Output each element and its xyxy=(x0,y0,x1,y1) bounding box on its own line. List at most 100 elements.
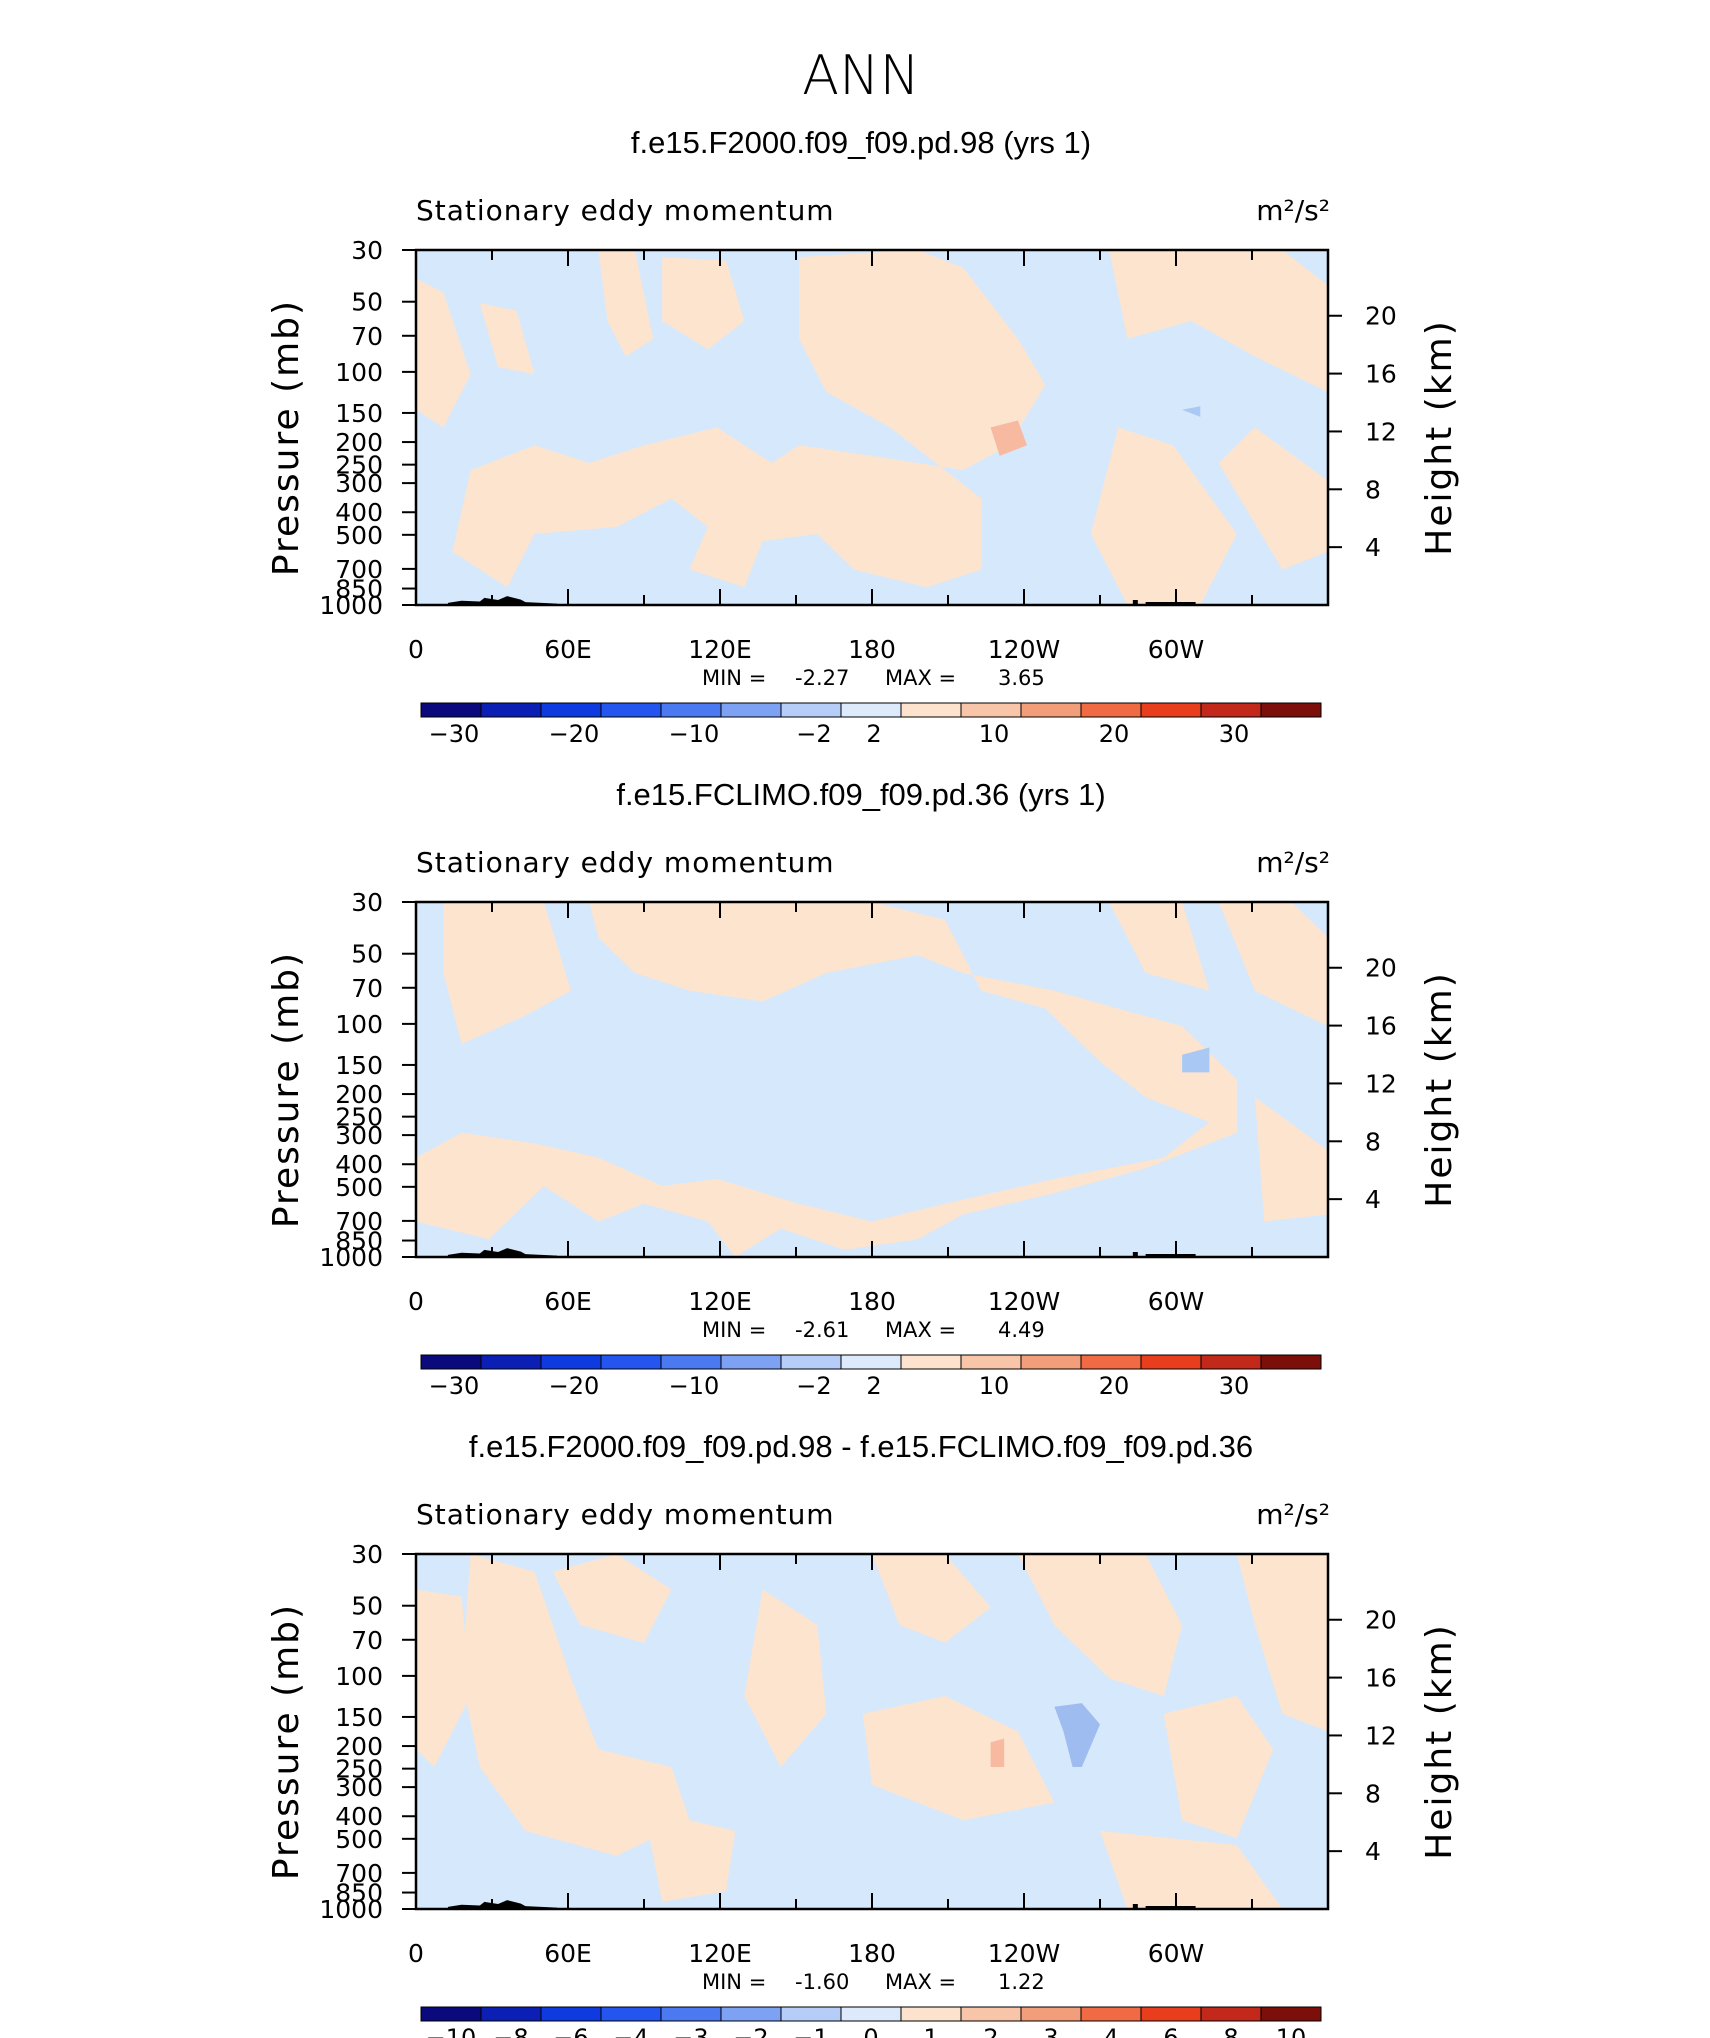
contour-region xyxy=(416,278,471,428)
y-tick-label: 300 xyxy=(335,469,383,498)
colorbar-label: −20 xyxy=(549,720,600,748)
terrain-mask xyxy=(447,596,558,605)
y-tick-label: 300 xyxy=(335,1773,383,1802)
y-tick-label: 70 xyxy=(351,974,383,1003)
y-tick-label: 300 xyxy=(335,1121,383,1150)
units-label: m²/s² xyxy=(1256,194,1330,227)
contour-region xyxy=(990,420,1027,456)
x-tick-label: 120E xyxy=(688,1939,752,1968)
colorbar-box xyxy=(660,2006,722,2022)
colorbar-label: 20 xyxy=(1099,720,1130,748)
colorbar-box xyxy=(660,1354,722,1370)
y-tick-label: 250 xyxy=(335,1755,383,1784)
y-tick-label: 150 xyxy=(335,399,383,428)
colorbar-box xyxy=(1200,2006,1262,2022)
colorbar-label: 20 xyxy=(1099,1372,1130,1400)
y-tick-label: 150 xyxy=(335,1051,383,1080)
y-tick-label: 30 xyxy=(351,236,383,265)
x-tick-label: 180 xyxy=(848,1287,896,1316)
y-tick-label: 150 xyxy=(335,1703,383,1732)
y-tick-label: 100 xyxy=(335,358,383,387)
colorbar-box xyxy=(900,1354,962,1370)
y-tick-label: 700 xyxy=(335,1859,383,1888)
colorbar-label: −2 xyxy=(733,2024,768,2038)
contour-region xyxy=(662,257,745,350)
contour-region xyxy=(1054,1703,1100,1767)
contour-region xyxy=(644,1809,736,1902)
colorbar-box xyxy=(780,1354,842,1370)
colorbar-label: −2 xyxy=(796,1372,831,1400)
terrain-mask xyxy=(1145,1254,1196,1257)
y-tick-label: 850 xyxy=(335,575,383,604)
y-right-tick-label: 16 xyxy=(1365,1664,1397,1693)
contour-region xyxy=(552,1554,672,1643)
y-tick-label: 850 xyxy=(335,1227,383,1256)
colorbar-label: 30 xyxy=(1219,1372,1250,1400)
x-tick-label: 60W xyxy=(1148,635,1205,664)
colorbar-box xyxy=(420,1354,482,1370)
y-tick-label: 30 xyxy=(351,888,383,917)
y-tick-label: 200 xyxy=(335,1080,383,1109)
colorbar-box xyxy=(840,1354,902,1370)
y-tick-label: 200 xyxy=(335,1732,383,1761)
y-tick-label: 850 xyxy=(335,1879,383,1908)
colorbar-label: −10 xyxy=(426,2024,477,2038)
y-tick-label: 30 xyxy=(351,1540,383,1569)
contour-region xyxy=(1109,250,1328,392)
contour-region xyxy=(862,1696,1055,1821)
min-label: MIN = xyxy=(702,1970,766,1994)
x-tick-label: 120E xyxy=(688,635,752,664)
contour-region xyxy=(1182,1047,1210,1073)
contour-region xyxy=(744,1589,827,1767)
contour-region xyxy=(1182,406,1201,417)
colorbar-box xyxy=(600,2006,662,2022)
max-label: MAX = xyxy=(885,1970,956,1994)
y-tick-label: 1000 xyxy=(319,591,383,620)
y-tick-label: 50 xyxy=(351,288,383,317)
y-tick-label: 50 xyxy=(351,1592,383,1621)
y-tick-label: 200 xyxy=(335,428,383,457)
colorbar-box xyxy=(1200,1354,1262,1370)
colorbar-box xyxy=(420,2006,482,2022)
colorbar-label: 6 xyxy=(1163,2024,1178,2038)
contour-region xyxy=(1109,902,1210,991)
max-value: 3.65 xyxy=(998,666,1045,690)
colorbar-box xyxy=(1260,1354,1322,1370)
colorbar-label: −30 xyxy=(429,720,480,748)
colorbar-label: −8 xyxy=(493,2024,528,2038)
panel-title: f.e15.F2000.f09_f09.pd.98 (yrs 1) xyxy=(631,125,1091,160)
y-right-tick-label: 12 xyxy=(1365,1069,1397,1098)
y-right-tick-label: 20 xyxy=(1365,1606,1397,1635)
contour-fill-group xyxy=(416,250,1328,605)
contour-fill-group xyxy=(416,1554,1328,1909)
colorbar-box xyxy=(960,1354,1022,1370)
x-tick-label: 120E xyxy=(688,1287,752,1316)
colorbar-box xyxy=(1020,1354,1082,1370)
terrain-mask xyxy=(1145,602,1196,605)
min-label: MIN = xyxy=(702,1318,766,1342)
y-tick-label: 500 xyxy=(335,1173,383,1202)
y-tick-label: 400 xyxy=(335,1150,383,1179)
colorbar-box xyxy=(480,2006,542,2022)
colorbar-label: −2 xyxy=(796,720,831,748)
colorbar-box xyxy=(1140,2006,1202,2022)
colorbar-box xyxy=(1080,2006,1142,2022)
colorbar-label: 30 xyxy=(1219,720,1250,748)
max-label: MAX = xyxy=(885,666,956,690)
y-right-tick-label: 12 xyxy=(1365,417,1397,446)
contour-region xyxy=(1218,902,1328,1027)
y-axis-right-label: Height (km) xyxy=(1419,1623,1460,1859)
min-label: MIN = xyxy=(702,666,766,690)
contour-region xyxy=(990,1738,1005,1767)
contour-region xyxy=(1163,1696,1274,1838)
contour-region xyxy=(1236,1554,1328,1732)
y-tick-label: 250 xyxy=(335,1103,383,1132)
colorbar-label: −4 xyxy=(613,2024,648,2038)
variable-label: Stationary eddy momentum xyxy=(416,194,835,227)
variable-label: Stationary eddy momentum xyxy=(416,1498,835,1531)
colorbar-label: −30 xyxy=(429,1372,480,1400)
colorbar-box xyxy=(540,2006,602,2022)
terrain-mask xyxy=(447,1900,558,1909)
colorbar-label: 1 xyxy=(923,2024,938,2038)
y-right-tick-label: 4 xyxy=(1365,1837,1381,1866)
